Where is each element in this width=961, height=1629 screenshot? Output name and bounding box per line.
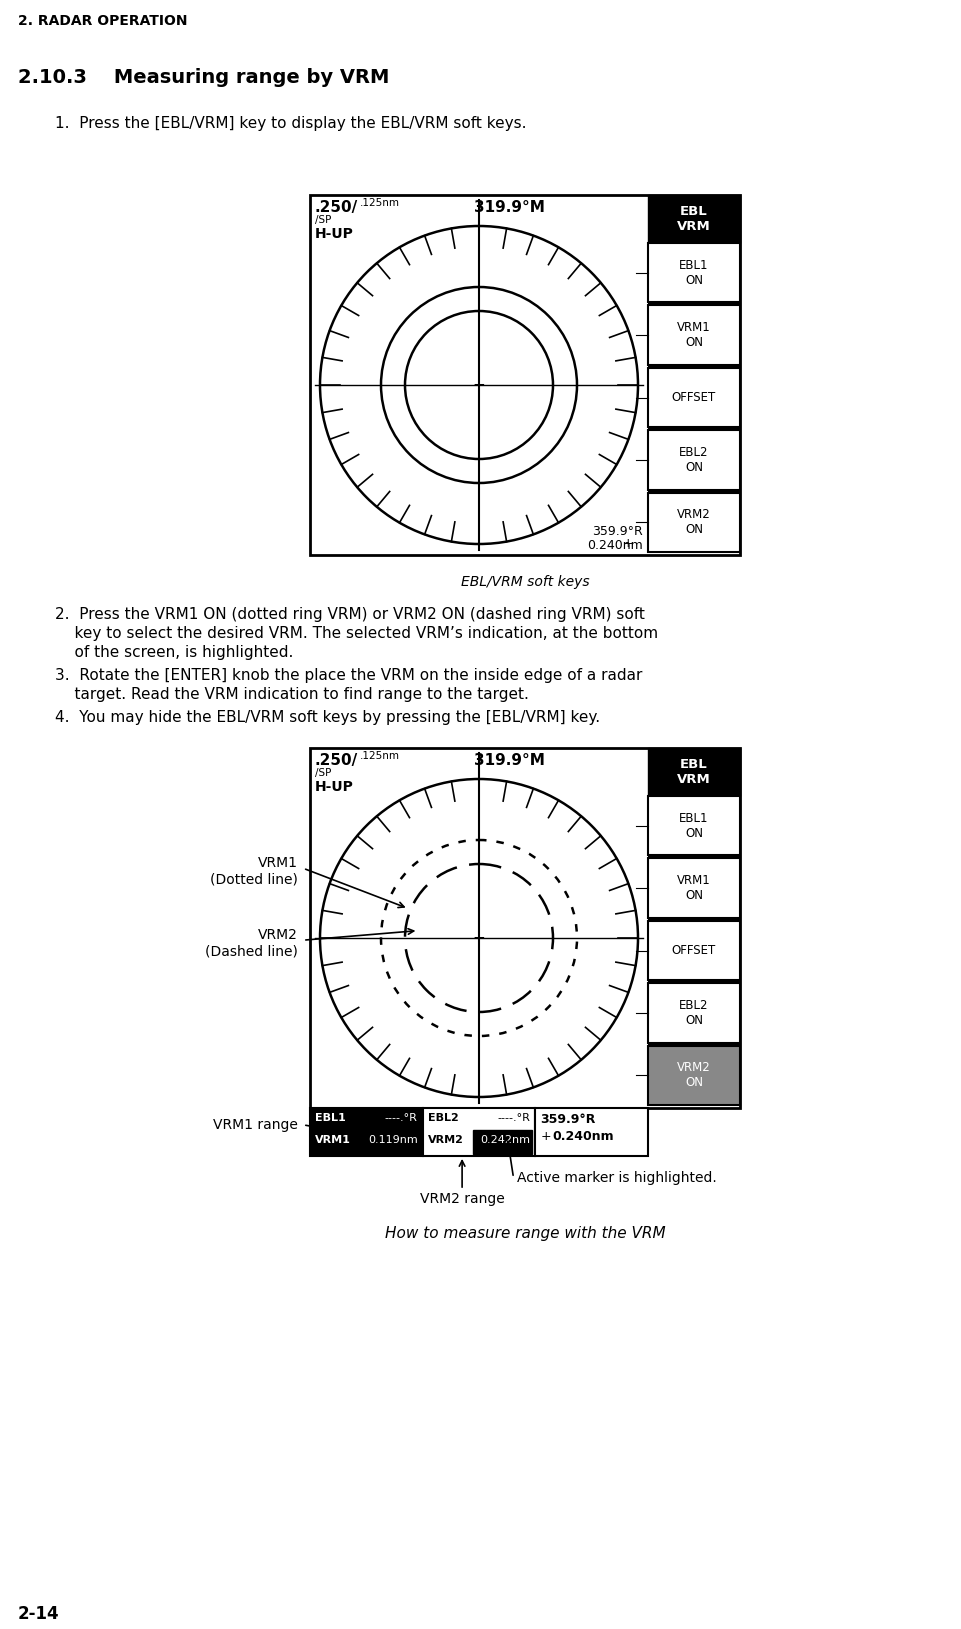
- Text: 1.  Press the [EBL/VRM] key to display the EBL/VRM soft keys.: 1. Press the [EBL/VRM] key to display th…: [55, 116, 527, 130]
- Bar: [648, 303, 740, 305]
- Text: Active marker is highlighted.: Active marker is highlighted.: [516, 1171, 716, 1184]
- Bar: [310, 1108, 423, 1157]
- Bar: [648, 430, 740, 490]
- Text: VRM1: VRM1: [258, 857, 298, 870]
- Bar: [648, 748, 740, 797]
- Bar: [648, 984, 740, 1043]
- Bar: [648, 920, 740, 981]
- Text: EBL2: EBL2: [428, 1113, 458, 1122]
- Text: EBL1: EBL1: [315, 1113, 346, 1122]
- Text: (Dotted line): (Dotted line): [210, 872, 298, 886]
- Bar: [648, 195, 740, 243]
- Text: VRM2
ON: VRM2 ON: [678, 1062, 711, 1090]
- Bar: [648, 427, 740, 430]
- Text: key to select the desired VRM. The selected VRM’s indication, at the bottom: key to select the desired VRM. The selec…: [55, 626, 658, 640]
- Text: EBL/VRM soft keys: EBL/VRM soft keys: [460, 575, 589, 590]
- Bar: [310, 748, 740, 1108]
- Text: EBL1
ON: EBL1 ON: [679, 259, 709, 287]
- Text: .250/: .250/: [315, 200, 358, 215]
- Text: OFFSET: OFFSET: [672, 391, 716, 404]
- Text: EBL2
ON: EBL2 ON: [679, 999, 709, 1026]
- Text: VRM1
ON: VRM1 ON: [678, 875, 711, 902]
- Bar: [648, 797, 740, 855]
- Text: VRM1 range: VRM1 range: [213, 1117, 298, 1132]
- Bar: [648, 243, 740, 303]
- Text: +: +: [540, 1131, 551, 1144]
- Text: 2.10.3    Measuring range by VRM: 2.10.3 Measuring range by VRM: [18, 68, 389, 86]
- Text: +: +: [623, 538, 633, 551]
- Text: 359.9°R: 359.9°R: [540, 1113, 596, 1126]
- Text: 319.9°M: 319.9°M: [474, 753, 545, 767]
- Text: VRM2: VRM2: [428, 1135, 463, 1145]
- Text: 2-14: 2-14: [18, 1605, 60, 1622]
- Text: /SP: /SP: [315, 767, 332, 779]
- Text: 0.119nm: 0.119nm: [368, 1135, 418, 1145]
- Bar: [648, 917, 740, 920]
- Bar: [648, 365, 740, 368]
- Bar: [648, 492, 740, 552]
- Text: VRM1: VRM1: [315, 1135, 351, 1145]
- Text: +: +: [473, 378, 485, 393]
- Text: EBL
VRM: EBL VRM: [678, 205, 711, 233]
- Bar: [648, 368, 740, 427]
- Bar: [648, 855, 740, 858]
- Text: EBL2
ON: EBL2 ON: [679, 446, 709, 474]
- Text: of the screen, is highlighted.: of the screen, is highlighted.: [55, 645, 293, 660]
- Bar: [648, 490, 740, 492]
- Text: 319.9°M: 319.9°M: [474, 200, 545, 215]
- Text: (Dashed line): (Dashed line): [205, 945, 298, 958]
- Bar: [423, 1108, 535, 1157]
- Bar: [310, 195, 740, 555]
- Text: 2. RADAR OPERATION: 2. RADAR OPERATION: [18, 15, 187, 28]
- Text: .125nm: .125nm: [360, 199, 400, 209]
- Text: 3.  Rotate the [ENTER] knob the place the VRM on the inside edge of a radar: 3. Rotate the [ENTER] knob the place the…: [55, 668, 642, 683]
- Text: +: +: [473, 930, 485, 945]
- Text: OFFSET: OFFSET: [672, 943, 716, 956]
- Bar: [648, 1046, 740, 1104]
- Text: 4.  You may hide the EBL/VRM soft keys by pressing the [EBL/VRM] key.: 4. You may hide the EBL/VRM soft keys by…: [55, 710, 600, 725]
- Text: VRM2: VRM2: [259, 929, 298, 942]
- Text: 2.  Press the VRM1 ON (dotted ring VRM) or VRM2 ON (dashed ring VRM) soft: 2. Press the VRM1 ON (dotted ring VRM) o…: [55, 608, 645, 622]
- Bar: [535, 1108, 648, 1157]
- Text: EBL1
ON: EBL1 ON: [679, 811, 709, 839]
- Text: ----.°R: ----.°R: [384, 1113, 418, 1122]
- Text: H-UP: H-UP: [315, 780, 354, 793]
- Text: VRM2
ON: VRM2 ON: [678, 508, 711, 536]
- Text: VRM2 range: VRM2 range: [420, 1192, 505, 1205]
- Text: H-UP: H-UP: [315, 226, 354, 241]
- Bar: [648, 981, 740, 984]
- Text: 0.242nm: 0.242nm: [480, 1135, 530, 1145]
- Text: .250/: .250/: [315, 753, 358, 767]
- Text: 0.240nm: 0.240nm: [553, 1131, 614, 1144]
- Bar: [648, 1043, 740, 1046]
- Text: target. Read the VRM indication to find range to the target.: target. Read the VRM indication to find …: [55, 687, 529, 702]
- Text: 359.9°R: 359.9°R: [592, 525, 643, 538]
- Bar: [648, 305, 740, 365]
- Bar: [474, 1131, 532, 1153]
- Bar: [648, 858, 740, 917]
- Text: .125nm: .125nm: [360, 751, 400, 761]
- Text: ----.°R: ----.°R: [498, 1113, 530, 1122]
- Text: EBL
VRM: EBL VRM: [678, 757, 711, 787]
- Text: How to measure range with the VRM: How to measure range with the VRM: [384, 1227, 665, 1241]
- Text: 0.240nm: 0.240nm: [587, 539, 643, 552]
- Text: /SP: /SP: [315, 215, 332, 225]
- Text: VRM1
ON: VRM1 ON: [678, 321, 711, 349]
